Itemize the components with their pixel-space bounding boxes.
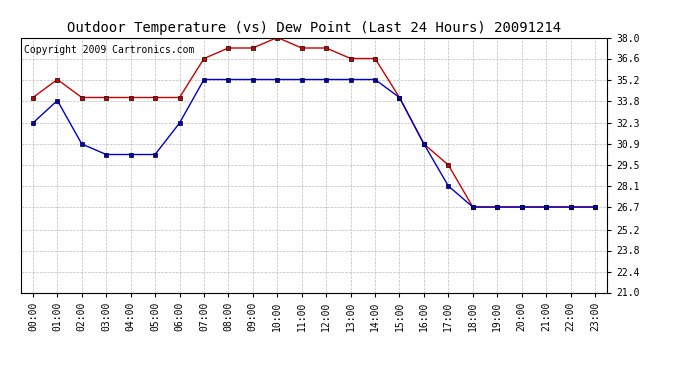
Text: Copyright 2009 Cartronics.com: Copyright 2009 Cartronics.com bbox=[23, 45, 194, 55]
Title: Outdoor Temperature (vs) Dew Point (Last 24 Hours) 20091214: Outdoor Temperature (vs) Dew Point (Last… bbox=[67, 21, 561, 35]
